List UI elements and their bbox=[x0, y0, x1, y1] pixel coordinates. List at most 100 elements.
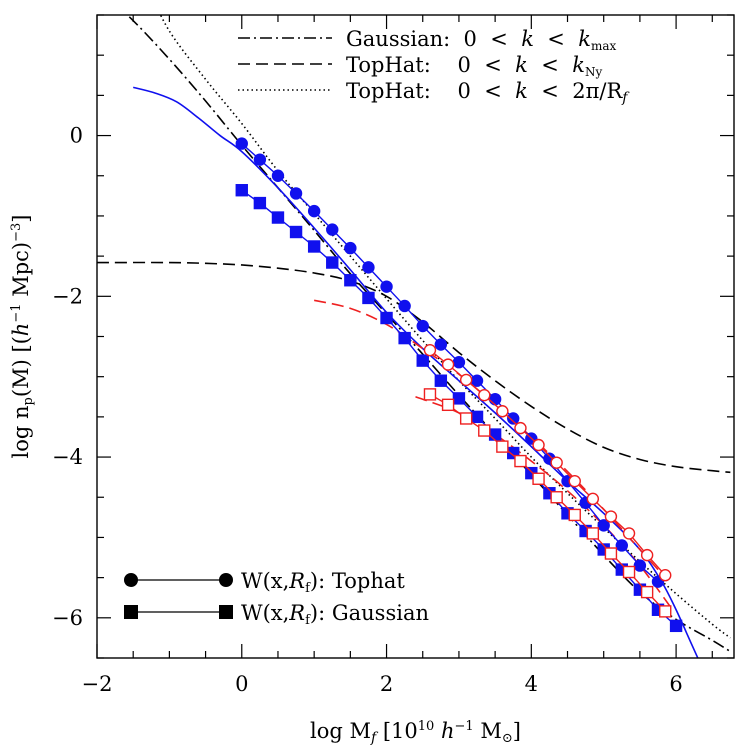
series-7-point-12 bbox=[452, 392, 466, 405]
y-tick-label: −4 bbox=[52, 445, 83, 469]
series-8-point-0 bbox=[423, 343, 437, 357]
series-0-line bbox=[126, 15, 731, 653]
tick-labels: −2 0 2 4 6 −6 −4 −2 0 bbox=[52, 124, 683, 696]
series-8-point-11 bbox=[622, 527, 636, 540]
series-6-point-10 bbox=[416, 319, 429, 333]
series-8-point-2 bbox=[459, 373, 473, 387]
series-8-point-10 bbox=[604, 510, 618, 523]
x-tick-label: 6 bbox=[669, 672, 682, 696]
series-8-point-5 bbox=[514, 421, 527, 435]
series-6-point-5 bbox=[326, 223, 339, 236]
series-7-point-10 bbox=[416, 354, 429, 367]
legend-top-label-2: TopHat: 0 < k < 2π/Rf bbox=[346, 79, 630, 106]
series-6-point-7 bbox=[362, 261, 375, 274]
x-tick-label: 0 bbox=[235, 672, 248, 696]
series-7 bbox=[235, 184, 683, 633]
series-7-point-4 bbox=[307, 240, 321, 253]
series-9-point-13 bbox=[659, 605, 672, 618]
series-6-point-15 bbox=[507, 412, 520, 425]
series-9-point-5 bbox=[514, 454, 527, 468]
series-3 bbox=[132, 86, 699, 658]
series-8-point-3 bbox=[478, 388, 491, 402]
series-8-point-7 bbox=[550, 456, 563, 469]
series-9-point-7 bbox=[550, 491, 563, 504]
series-9-point-1 bbox=[441, 398, 455, 412]
legend-bottom-marker-0-1 bbox=[219, 573, 233, 587]
series-7-point-8 bbox=[380, 311, 393, 325]
x-tick-label: 4 bbox=[525, 672, 538, 696]
series-8-point-4 bbox=[496, 405, 509, 418]
series-7-point-0 bbox=[235, 184, 248, 197]
series-1 bbox=[97, 261, 731, 474]
series-6-point-22 bbox=[633, 559, 647, 572]
series-8-point-9 bbox=[586, 492, 600, 506]
series-6-point-8 bbox=[380, 280, 393, 293]
axis-titles: log Mf [1010 h−1 M⊙] log np(M) [(h−1 Mpc)… bbox=[9, 215, 521, 746]
legend-bottom-marker-1-0 bbox=[124, 605, 138, 619]
legend-bottom-label-0: W(x,Rf): Tophat bbox=[241, 569, 405, 596]
series-7-point-14 bbox=[488, 428, 502, 441]
series-6-point-14 bbox=[488, 392, 502, 406]
legend-bottom-marker-1-1 bbox=[219, 605, 233, 619]
series-9-point-0 bbox=[423, 388, 437, 401]
y-tick-label: −2 bbox=[52, 284, 83, 308]
series-7-point-7 bbox=[362, 291, 375, 305]
series-7-line bbox=[241, 189, 677, 627]
y-tick-label: 0 bbox=[70, 124, 83, 148]
series-8-point-8 bbox=[568, 474, 581, 488]
series-9-point-9 bbox=[586, 527, 600, 540]
legend-bottom-marker-0-0 bbox=[124, 573, 138, 587]
series-9-point-3 bbox=[478, 424, 491, 437]
series-9-point-12 bbox=[640, 585, 654, 599]
series-6 bbox=[235, 137, 665, 588]
series-8-point-13 bbox=[659, 569, 672, 582]
x-axis-title: log Mf [1010 h−1 M⊙] bbox=[310, 719, 521, 746]
legend-bottom-label-1: W(x,Rf): Gaussian bbox=[241, 601, 429, 628]
series-9 bbox=[423, 388, 672, 618]
series-7-point-24 bbox=[669, 619, 683, 633]
series-6-point-13 bbox=[470, 374, 484, 387]
series-7-point-13 bbox=[470, 410, 484, 424]
series-6-point-11 bbox=[434, 338, 448, 351]
series-layer bbox=[97, 15, 731, 658]
series-6-point-4 bbox=[307, 204, 321, 218]
y-axis-title: log np(M) [(h−1 Mpc)−3] bbox=[9, 215, 36, 459]
series-9-point-6 bbox=[532, 472, 545, 485]
series-6-point-1 bbox=[253, 153, 267, 166]
series-9-point-4 bbox=[496, 440, 509, 453]
series-6-point-3 bbox=[289, 187, 303, 200]
series-9-point-8 bbox=[568, 508, 581, 522]
legend-top-label-1: TopHat: 0 < k < kNy bbox=[346, 53, 602, 79]
series-8-point-1 bbox=[441, 358, 455, 371]
series-7-point-9 bbox=[398, 331, 411, 345]
series-8 bbox=[423, 343, 672, 582]
x-tick-label: −2 bbox=[82, 672, 113, 696]
series-6-point-0 bbox=[235, 137, 248, 150]
series-6-point-6 bbox=[344, 241, 357, 255]
series-6-point-2 bbox=[271, 169, 285, 182]
series-9-point-2 bbox=[459, 412, 473, 425]
series-3-line bbox=[132, 86, 699, 658]
series-9-point-11 bbox=[622, 565, 636, 579]
series-7-point-1 bbox=[253, 196, 267, 210]
series-6-point-12 bbox=[452, 356, 466, 369]
series-7-point-2 bbox=[271, 211, 285, 224]
series-7-point-6 bbox=[344, 274, 357, 287]
series-8-point-6 bbox=[532, 438, 545, 452]
series-7-point-3 bbox=[289, 225, 303, 239]
series-7-point-15 bbox=[507, 446, 520, 460]
y-tick-label: −6 bbox=[52, 606, 83, 630]
legend-markers: W(x,Rf): Tophat W(x,Rf): Gaussian bbox=[124, 569, 429, 628]
series-6-point-20 bbox=[597, 519, 610, 532]
series-6-point-9 bbox=[398, 299, 411, 313]
series-7-point-11 bbox=[434, 374, 448, 387]
series-6-point-21 bbox=[615, 539, 629, 552]
series-8-point-12 bbox=[640, 548, 654, 562]
series-0 bbox=[126, 15, 731, 653]
legend-top-label-0: Gaussian: 0 < k < kmax bbox=[346, 27, 617, 53]
axis-ticks bbox=[96, 14, 734, 659]
series-7-point-5 bbox=[326, 256, 339, 269]
x-tick-label: 2 bbox=[380, 672, 393, 696]
